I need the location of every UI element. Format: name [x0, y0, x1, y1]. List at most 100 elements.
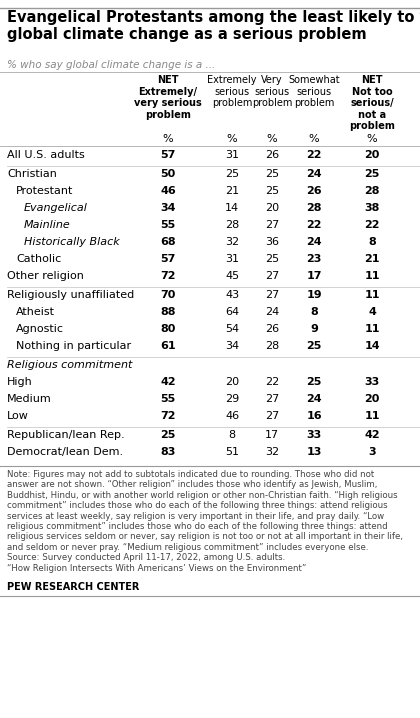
Text: 26: 26: [265, 150, 279, 160]
Text: 50: 50: [160, 169, 176, 179]
Text: Republican/lean Rep.: Republican/lean Rep.: [7, 430, 125, 440]
Text: 57: 57: [160, 254, 176, 264]
Text: 25: 25: [265, 186, 279, 196]
Text: 17: 17: [265, 430, 279, 440]
Text: Nothing in particular: Nothing in particular: [16, 341, 131, 351]
Text: All U.S. adults: All U.S. adults: [7, 150, 85, 160]
Text: 28: 28: [364, 186, 380, 196]
Text: 31: 31: [225, 150, 239, 160]
Text: 27: 27: [265, 394, 279, 404]
Text: 55: 55: [160, 394, 176, 404]
Text: 22: 22: [306, 150, 322, 160]
Text: 27: 27: [265, 411, 279, 421]
Text: 25: 25: [265, 254, 279, 264]
Text: Note: Figures may not add to subtotals indicated due to rounding. Those who did : Note: Figures may not add to subtotals i…: [7, 470, 403, 572]
Text: 13: 13: [306, 447, 322, 457]
Text: Medium: Medium: [7, 394, 52, 404]
Text: 51: 51: [225, 447, 239, 457]
Text: 43: 43: [225, 290, 239, 300]
Text: 32: 32: [225, 237, 239, 247]
Text: 25: 25: [306, 341, 322, 351]
Text: 70: 70: [160, 290, 176, 300]
Text: Democrat/lean Dem.: Democrat/lean Dem.: [7, 447, 123, 457]
Text: 20: 20: [364, 150, 380, 160]
Text: 19: 19: [306, 290, 322, 300]
Text: 27: 27: [265, 290, 279, 300]
Text: %: %: [367, 134, 377, 144]
Text: Low: Low: [7, 411, 29, 421]
Text: % who say global climate change is a ...: % who say global climate change is a ...: [7, 60, 215, 70]
Text: 33: 33: [306, 430, 322, 440]
Text: 22: 22: [265, 377, 279, 387]
Text: 24: 24: [306, 394, 322, 404]
Text: 11: 11: [364, 271, 380, 281]
Text: 14: 14: [364, 341, 380, 351]
Text: 28: 28: [265, 341, 279, 351]
Text: 17: 17: [306, 271, 322, 281]
Text: 38: 38: [364, 203, 380, 213]
Text: 26: 26: [306, 186, 322, 196]
Text: Extremely
serious
problem: Extremely serious problem: [207, 75, 257, 108]
Text: 22: 22: [364, 220, 380, 230]
Text: 28: 28: [306, 203, 322, 213]
Text: 32: 32: [265, 447, 279, 457]
Text: 83: 83: [160, 447, 176, 457]
Text: Other religion: Other religion: [7, 271, 84, 281]
Text: Catholic: Catholic: [16, 254, 61, 264]
Text: 80: 80: [160, 324, 176, 334]
Text: 9: 9: [310, 324, 318, 334]
Text: 42: 42: [160, 377, 176, 387]
Text: Christian: Christian: [7, 169, 57, 179]
Text: 8: 8: [368, 237, 376, 247]
Text: 21: 21: [364, 254, 380, 264]
Text: 72: 72: [160, 271, 176, 281]
Text: 36: 36: [265, 237, 279, 247]
Text: 34: 34: [160, 203, 176, 213]
Text: 46: 46: [225, 411, 239, 421]
Text: 31: 31: [225, 254, 239, 264]
Text: 11: 11: [364, 411, 380, 421]
Text: Atheist: Atheist: [16, 307, 55, 317]
Text: 68: 68: [160, 237, 176, 247]
Text: 34: 34: [225, 341, 239, 351]
Text: Somewhat
serious
problem: Somewhat serious problem: [288, 75, 340, 108]
Text: 72: 72: [160, 411, 176, 421]
Text: 20: 20: [265, 203, 279, 213]
Text: 42: 42: [364, 430, 380, 440]
Text: %: %: [267, 134, 277, 144]
Text: 88: 88: [160, 307, 176, 317]
Text: NET
Not too
serious/
not a
problem: NET Not too serious/ not a problem: [349, 75, 395, 131]
Text: 3: 3: [368, 447, 376, 457]
Text: Protestant: Protestant: [16, 186, 73, 196]
Text: 8: 8: [228, 430, 236, 440]
Text: 64: 64: [225, 307, 239, 317]
Text: 16: 16: [306, 411, 322, 421]
Text: 46: 46: [160, 186, 176, 196]
Text: 27: 27: [265, 220, 279, 230]
Text: 27: 27: [265, 271, 279, 281]
Text: Religiously unaffiliated: Religiously unaffiliated: [7, 290, 134, 300]
Text: 61: 61: [160, 341, 176, 351]
Text: 20: 20: [364, 394, 380, 404]
Text: 28: 28: [225, 220, 239, 230]
Text: 25: 25: [225, 169, 239, 179]
Text: %: %: [163, 134, 173, 144]
Text: 20: 20: [225, 377, 239, 387]
Text: 24: 24: [306, 169, 322, 179]
Text: 55: 55: [160, 220, 176, 230]
Text: Evangelical Protestants among the least likely to view
global climate change as : Evangelical Protestants among the least …: [7, 10, 420, 42]
Text: Mainline: Mainline: [24, 220, 71, 230]
Text: 25: 25: [265, 169, 279, 179]
Text: 25: 25: [306, 377, 322, 387]
Text: Historically Black: Historically Black: [24, 237, 120, 247]
Text: Agnostic: Agnostic: [16, 324, 64, 334]
Text: 33: 33: [365, 377, 380, 387]
Text: NET
Extremely/
very serious
problem: NET Extremely/ very serious problem: [134, 75, 202, 120]
Text: 21: 21: [225, 186, 239, 196]
Text: Evangelical: Evangelical: [24, 203, 88, 213]
Text: 24: 24: [265, 307, 279, 317]
Text: 26: 26: [265, 324, 279, 334]
Text: 8: 8: [310, 307, 318, 317]
Text: High: High: [7, 377, 33, 387]
Text: 14: 14: [225, 203, 239, 213]
